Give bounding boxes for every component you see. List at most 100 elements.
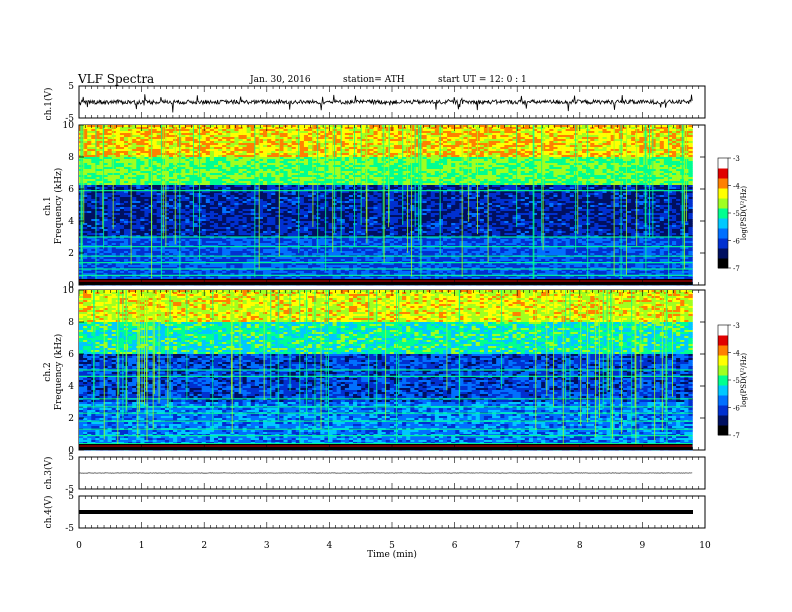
spec1-cell bbox=[672, 133, 676, 135]
spec1-cell bbox=[480, 143, 484, 145]
spec1-cell bbox=[594, 141, 598, 143]
spec1-cell bbox=[230, 135, 234, 137]
spec1-cell bbox=[243, 125, 247, 127]
spec1-cell bbox=[566, 133, 570, 135]
spec1-cell bbox=[263, 141, 267, 143]
spec1-cell bbox=[549, 133, 553, 135]
spec1-cell bbox=[590, 141, 594, 143]
spec1-cell bbox=[214, 127, 218, 129]
spec1-cell bbox=[345, 143, 349, 145]
spec1-cell bbox=[353, 125, 357, 127]
spec1-cell bbox=[210, 129, 214, 131]
spec1-cell bbox=[435, 137, 439, 139]
spec1-cell bbox=[537, 127, 541, 129]
spec1-cell bbox=[398, 135, 402, 137]
spec1-cell bbox=[455, 127, 459, 129]
spec1-cell bbox=[664, 131, 668, 133]
spec1-cell bbox=[631, 127, 635, 129]
spec1-cell bbox=[279, 143, 283, 145]
spec1-cell bbox=[316, 137, 320, 139]
spec1-cell bbox=[218, 141, 222, 143]
spec1-cell bbox=[566, 143, 570, 145]
spec1-cell bbox=[631, 133, 635, 135]
spec1-cell bbox=[455, 135, 459, 137]
spec1-cell bbox=[537, 137, 541, 139]
spec1-cell bbox=[116, 135, 120, 137]
spec1-cell bbox=[202, 131, 206, 133]
spec1-cell bbox=[455, 137, 459, 139]
spec1-cell bbox=[206, 131, 210, 133]
spec1-cell bbox=[108, 125, 112, 127]
spec1-cell bbox=[627, 137, 631, 139]
spec1-cell bbox=[459, 133, 463, 135]
spec1-cell bbox=[234, 125, 238, 127]
spec1-cell bbox=[435, 139, 439, 141]
spec1-cell bbox=[194, 131, 198, 133]
spec1-cell bbox=[304, 133, 308, 135]
spec1-cell bbox=[169, 137, 173, 139]
spec1-cell bbox=[447, 133, 451, 135]
spec1-cell bbox=[488, 143, 492, 145]
spec1-cell bbox=[435, 127, 439, 129]
spec1-cell bbox=[230, 133, 234, 135]
spec1-cell bbox=[521, 137, 525, 139]
spec1-cell bbox=[373, 135, 377, 137]
spec1-cell bbox=[194, 129, 198, 131]
spec1-cell bbox=[214, 129, 218, 131]
spec1-cell bbox=[443, 125, 447, 127]
spec1-cell bbox=[234, 133, 238, 135]
spec1-cell bbox=[590, 129, 594, 131]
spec1-cell bbox=[672, 127, 676, 129]
spec1-cell bbox=[676, 133, 680, 135]
spec1-cell bbox=[459, 125, 463, 127]
spec1-cell bbox=[443, 135, 447, 137]
spec1-cell bbox=[406, 129, 410, 131]
spec1-cell bbox=[194, 143, 198, 145]
spec1-cell bbox=[271, 125, 275, 127]
date-label: Jan. 30, 2016 bbox=[249, 75, 311, 85]
spec1-cell bbox=[226, 131, 230, 133]
spec1-cell bbox=[288, 131, 292, 133]
spec1-cell bbox=[157, 137, 161, 139]
spec1-cell bbox=[553, 127, 557, 129]
spec1-cell bbox=[394, 135, 398, 137]
spec1-cell bbox=[128, 133, 132, 135]
spec1-cell bbox=[373, 127, 377, 129]
spec1-cell bbox=[353, 139, 357, 141]
spec1-cell bbox=[447, 129, 451, 131]
spec1-cell bbox=[128, 137, 132, 139]
spec1-cell bbox=[345, 137, 349, 139]
spec1-cell bbox=[202, 135, 206, 137]
spec1-cell bbox=[194, 141, 198, 143]
spec1-cell bbox=[120, 141, 124, 143]
spec1-cell bbox=[545, 141, 549, 143]
spec1-cell bbox=[378, 143, 382, 145]
spec1-cell bbox=[267, 135, 271, 137]
spec1-cell bbox=[108, 141, 112, 143]
spec1-cell bbox=[537, 143, 541, 145]
spec1-cell bbox=[553, 125, 557, 127]
spec1-cell bbox=[500, 143, 504, 145]
spec1-cell bbox=[104, 133, 108, 135]
spec1-cell bbox=[296, 141, 300, 143]
spec1-cell bbox=[488, 125, 492, 127]
spec1-cell bbox=[149, 137, 153, 139]
spec1-cell bbox=[226, 141, 230, 143]
spec1-cell bbox=[521, 125, 525, 127]
spec1-cell bbox=[390, 143, 394, 145]
spec1-cell bbox=[296, 133, 300, 135]
spec1-cell bbox=[292, 137, 296, 139]
spec1-cell bbox=[230, 125, 234, 127]
spec1-cell bbox=[116, 141, 120, 143]
spec1-cell bbox=[230, 141, 234, 143]
spec1-cell bbox=[431, 131, 435, 133]
spec1-cell bbox=[688, 129, 692, 131]
spec1-cell bbox=[603, 133, 607, 135]
spec1-cell bbox=[116, 137, 120, 139]
spec1-cell bbox=[206, 139, 210, 141]
spec1-cell bbox=[292, 143, 296, 145]
spec1-cell bbox=[586, 143, 590, 145]
spec1-cell bbox=[439, 131, 443, 133]
spec1-cell bbox=[423, 133, 427, 135]
spec1-cell bbox=[140, 143, 144, 145]
